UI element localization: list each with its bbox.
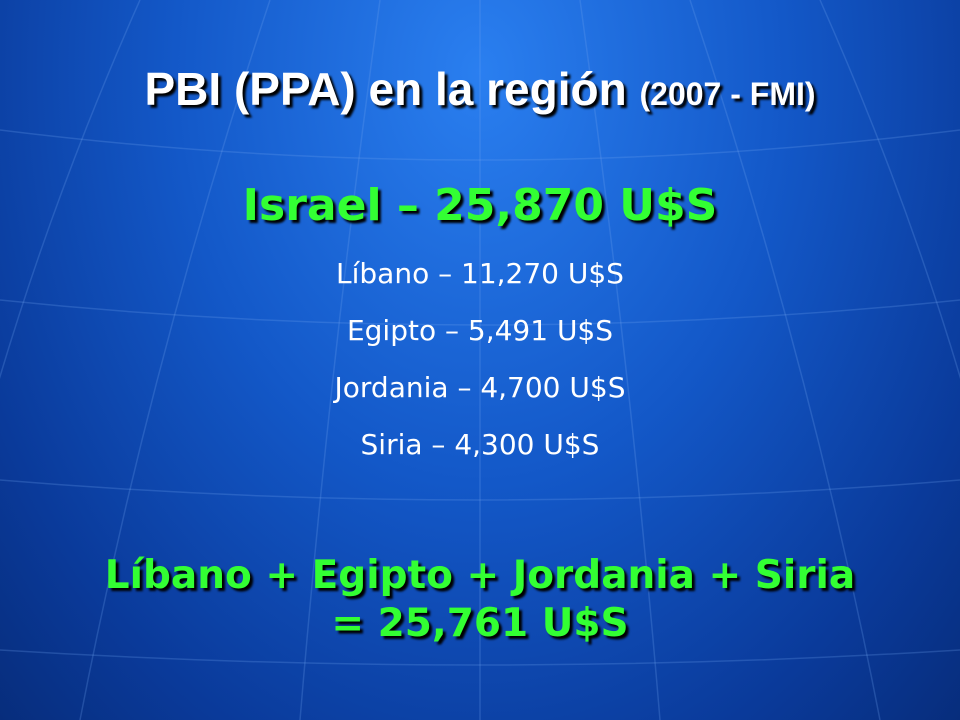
title-note: (2007 - FMI) [639, 76, 816, 112]
item: Siria – 4,300 U$S [360, 428, 600, 461]
item-list: Líbano – 11,270 U$S Egipto – 5,491 U$S Jor… [0, 254, 960, 482]
title-text: PBI (PPA) en la región [144, 63, 627, 115]
highlight: Israel – 25,870 U$S [242, 180, 718, 231]
item: Jordania – 4,700 U$S [334, 371, 626, 404]
item: Egipto – 5,491 U$S [346, 314, 614, 347]
item: Líbano – 11,270 U$S [336, 257, 624, 290]
summary: Líbano + Egipto + Jordania + Siria = 25,… [104, 553, 856, 646]
slide-title: PBI (PPA) en la región (2007 - FMI) [0, 62, 960, 116]
